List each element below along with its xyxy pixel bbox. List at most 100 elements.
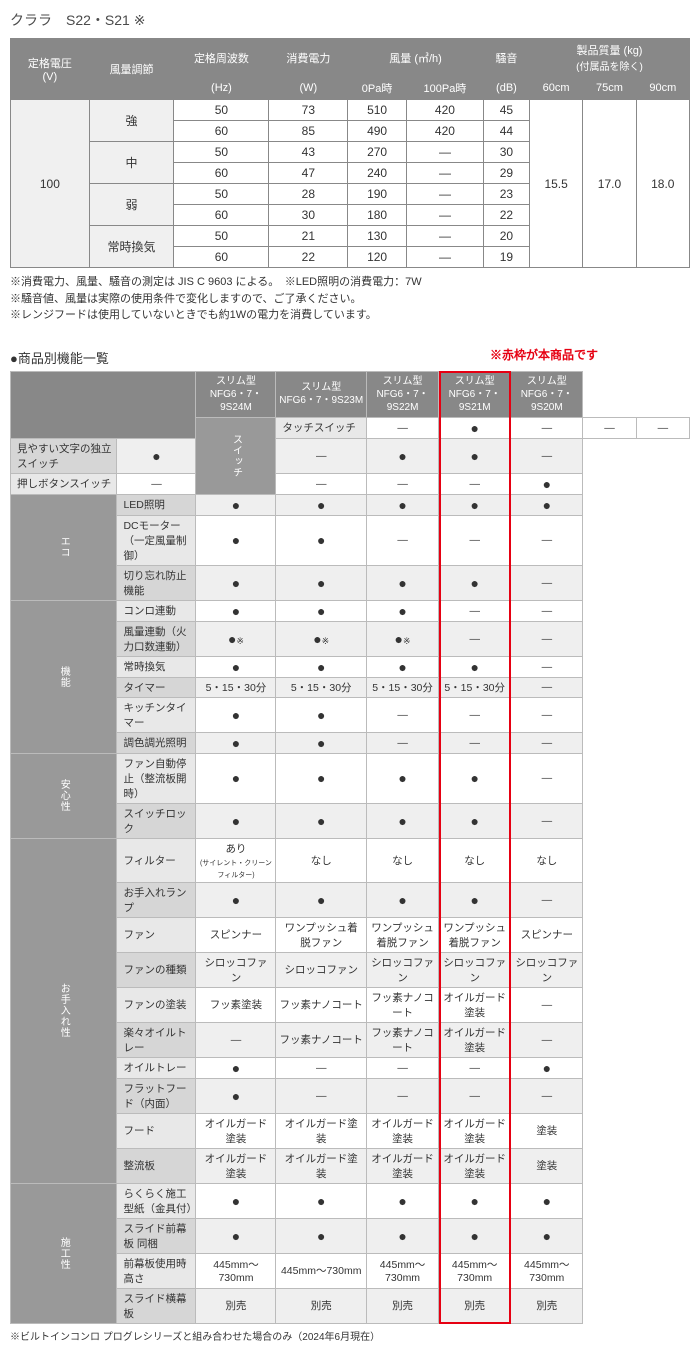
category-label: スイッチ — [196, 417, 276, 494]
feature-cell: ● — [276, 732, 367, 753]
feature-cell: 別売 — [196, 1288, 276, 1323]
feature-cell: シロッコファン — [367, 952, 439, 987]
feature-cell: ● — [511, 1183, 583, 1218]
feature-row-label: ファンの種類 — [117, 952, 196, 987]
feature-cell: ● — [439, 656, 511, 677]
feature-row-label: ファン — [117, 917, 196, 952]
feature-cell: ● — [196, 803, 276, 838]
voltage-value: 100 — [11, 100, 90, 268]
feature-cell: — — [511, 677, 583, 697]
feature-cell: なし — [511, 838, 583, 882]
feature-row-label: 楽々オイルトレー — [117, 1022, 196, 1057]
feature-cell: オイルガード塗装 — [276, 1148, 367, 1183]
feature-cell: フッ素ナノコート — [276, 987, 367, 1022]
feature-cell: — — [511, 803, 583, 838]
spec-cell: 30 — [269, 205, 348, 226]
feature-cell: — — [511, 417, 583, 438]
feature-cell: — — [511, 732, 583, 753]
feature-cell: 塗装 — [511, 1148, 583, 1183]
feature-cell: — — [511, 753, 583, 803]
category-label: 機能 — [11, 600, 117, 753]
feature-cell: — — [439, 473, 511, 494]
feature-cell: シロッコファン — [196, 952, 276, 987]
feature-cell: ● — [196, 565, 276, 600]
feature-cell: — — [511, 565, 583, 600]
feature-cell: ● — [276, 515, 367, 565]
feature-cell: ● — [367, 600, 439, 621]
feature-cell: ● — [367, 882, 439, 917]
feature-cell: 445mm〜730mm — [276, 1253, 367, 1288]
feature-cell: ● — [511, 473, 583, 494]
feature-cell: ● — [439, 494, 511, 515]
spec-cell: 50 — [174, 142, 269, 163]
spec-cell: 190 — [348, 184, 407, 205]
feature-cell: ● — [511, 1057, 583, 1078]
feature-cell: なし — [276, 838, 367, 882]
feature-cell: オイルガード塗装 — [439, 1022, 511, 1057]
feature-cell: ● — [276, 882, 367, 917]
feature-cell: ● — [511, 494, 583, 515]
feature-cell: オイルガード塗装 — [439, 987, 511, 1022]
mass-cell: 17.0 — [583, 100, 636, 268]
hdr-mass: 製品質量 (kg)(付属品を除く) — [529, 39, 689, 77]
feat-col-hdr: スリム型NFG6・7・9S20M — [511, 371, 583, 417]
feature-cell: ● — [439, 565, 511, 600]
feature-cell: フッ素ナノコート — [276, 1022, 367, 1057]
feature-cell: — — [511, 515, 583, 565]
feature-cell: 別売 — [276, 1288, 367, 1323]
feature-cell: スピンナー — [196, 917, 276, 952]
feature-cell: オイルガード塗装 — [367, 1113, 439, 1148]
feature-cell: ●※ — [367, 621, 439, 656]
feature-row-label: オイルトレー — [117, 1057, 196, 1078]
feature-cell: — — [276, 1078, 367, 1113]
hdr-75: 75cm — [583, 77, 636, 100]
feature-cell: オイルガード塗装 — [439, 1113, 511, 1148]
footnote: ※ビルトインコンロ プログレシリーズと組み合わせた場合のみ（2024年6月現在） — [10, 1328, 690, 1343]
feature-cell: — — [367, 1078, 439, 1113]
feature-cell: ● — [196, 697, 276, 732]
feature-row-label: 常時換気 — [117, 656, 196, 677]
feature-cell: オイルガード塗装 — [367, 1148, 439, 1183]
feature-cell: 445mm〜730mm — [511, 1253, 583, 1288]
feature-cell: スピンナー — [511, 917, 583, 952]
feature-row-label: スイッチロック — [117, 803, 196, 838]
feature-cell: ● — [276, 565, 367, 600]
feature-cell: なし — [439, 838, 511, 882]
feat-col-hdr: スリム型NFG6・7・9S23M — [276, 371, 367, 417]
feature-cell: — — [439, 515, 511, 565]
feature-cell: ● — [367, 656, 439, 677]
hdr-freq: 定格周波数 — [174, 39, 269, 77]
feature-cell: ● — [196, 1183, 276, 1218]
category-label: エコ — [11, 494, 117, 600]
spec-cell: 490 — [348, 121, 407, 142]
feature-row-label: 前幕板使用時高さ — [117, 1253, 196, 1288]
hdr-noise: 騒音 — [483, 39, 529, 77]
feature-cell: ● — [196, 753, 276, 803]
feature-cell: — — [511, 438, 583, 473]
feature-cell: — — [367, 1057, 439, 1078]
feature-cell: あり(サイレント・クリーンフィルター) — [196, 838, 276, 882]
feature-cell: 別売 — [439, 1288, 511, 1323]
feature-cell: — — [511, 656, 583, 677]
feature-cell: — — [367, 732, 439, 753]
feature-cell: ● — [276, 494, 367, 515]
category-label: お手入れ性 — [11, 838, 117, 1183]
spec-cell: 60 — [174, 163, 269, 184]
feature-cell: 別売 — [511, 1288, 583, 1323]
hdr-90: 90cm — [636, 77, 689, 100]
feature-cell: ● — [511, 1218, 583, 1253]
spec-cell: 22 — [269, 247, 348, 268]
feature-cell: — — [117, 473, 196, 494]
feature-cell: ● — [276, 656, 367, 677]
hdr-airflow-adj: 風量調節 — [89, 39, 174, 100]
feature-cell: ●※ — [196, 621, 276, 656]
feat-col-hdr: スリム型NFG6・7・9S22M — [367, 371, 439, 417]
feature-cell: — — [583, 417, 636, 438]
feature-row-label: フィルター — [117, 838, 196, 882]
spec-cell: 510 — [348, 100, 407, 121]
feature-cell: ● — [367, 565, 439, 600]
hdr-voltage: 定格電圧(V) — [11, 39, 90, 100]
feature-cell: 445mm〜730mm — [439, 1253, 511, 1288]
category-label: 安心性 — [11, 753, 117, 838]
feature-cell: ● — [439, 803, 511, 838]
